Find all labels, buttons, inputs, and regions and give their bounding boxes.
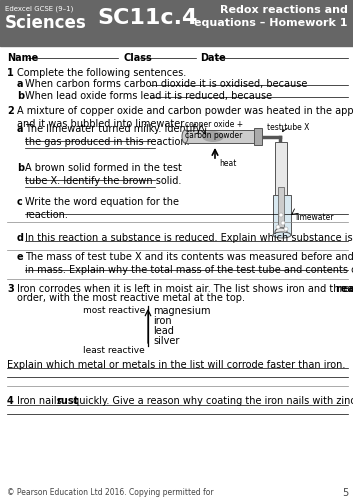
Text: order, with the most reactive metal at the top.: order, with the most reactive metal at t… xyxy=(17,293,245,303)
Text: magnesium: magnesium xyxy=(153,306,210,316)
Text: limewater: limewater xyxy=(295,213,334,222)
Text: © Pearson Education Ltd 2016. Copying permitted for
purchasing institution only.: © Pearson Education Ltd 2016. Copying pe… xyxy=(7,488,246,500)
Text: heat: heat xyxy=(219,159,237,168)
Circle shape xyxy=(281,221,285,225)
Text: b: b xyxy=(17,91,24,101)
Text: 3: 3 xyxy=(7,284,14,294)
Text: Name: Name xyxy=(7,53,38,63)
Text: Sciences: Sciences xyxy=(5,14,87,32)
Text: 4: 4 xyxy=(7,396,14,406)
Bar xyxy=(185,130,255,143)
Text: c: c xyxy=(17,197,23,207)
Text: lead: lead xyxy=(153,326,174,336)
Text: Edexcel GCSE (9–1): Edexcel GCSE (9–1) xyxy=(5,5,73,12)
Text: rust: rust xyxy=(56,396,78,406)
Text: A brown solid formed in the test
tube X. Identify the brown solid.: A brown solid formed in the test tube X.… xyxy=(25,163,182,186)
Ellipse shape xyxy=(275,228,287,236)
Text: Complete the following sentences.: Complete the following sentences. xyxy=(17,68,186,78)
Text: Write the word equation for the
reaction.: Write the word equation for the reaction… xyxy=(25,197,179,220)
Text: test tube X: test tube X xyxy=(267,123,309,132)
Text: quickly. Give a reason why coating the iron nails with zinc prevents the nails f: quickly. Give a reason why coating the i… xyxy=(70,396,353,406)
Bar xyxy=(254,128,262,145)
Text: a: a xyxy=(17,124,24,134)
Text: Explain which metal or metals in the list will corrode faster than iron.: Explain which metal or metals in the lis… xyxy=(7,360,345,370)
Ellipse shape xyxy=(182,130,188,143)
Text: 5: 5 xyxy=(342,488,348,498)
Text: least reactive: least reactive xyxy=(83,346,145,355)
Bar xyxy=(278,187,284,227)
Text: 1: 1 xyxy=(7,68,14,78)
Text: silver: silver xyxy=(153,336,179,346)
Bar xyxy=(275,142,287,232)
Ellipse shape xyxy=(273,232,291,238)
Text: most reactive: most reactive xyxy=(83,306,145,315)
Text: Redox reactions and
equations – Homework 1: Redox reactions and equations – Homework… xyxy=(195,5,348,28)
Text: reactivity series: reactivity series xyxy=(336,284,353,294)
Text: When lead oxide forms lead it is reduced, because: When lead oxide forms lead it is reduced… xyxy=(25,91,272,101)
Text: iron: iron xyxy=(153,316,172,326)
Text: Iron nails: Iron nails xyxy=(17,396,65,406)
Circle shape xyxy=(284,227,288,231)
Text: The limewater turned milky. Identify
the gas produced in this reaction.: The limewater turned milky. Identify the… xyxy=(25,124,201,147)
Text: A mixture of copper oxide and carbon powder was heated in the apparatus shown. A: A mixture of copper oxide and carbon pow… xyxy=(17,106,353,129)
Text: Class: Class xyxy=(123,53,152,63)
Text: Date: Date xyxy=(200,53,226,63)
Circle shape xyxy=(276,225,280,229)
Text: In this reaction a substance is reduced. Explain which substance is reduced.: In this reaction a substance is reduced.… xyxy=(25,233,353,243)
Text: a: a xyxy=(17,79,24,89)
Bar xyxy=(0,0,353,46)
Text: 2: 2 xyxy=(7,106,14,116)
Text: b: b xyxy=(17,163,24,173)
Text: Iron corrodes when it is left in moist air. The list shows iron and three other : Iron corrodes when it is left in moist a… xyxy=(17,284,353,294)
Bar xyxy=(273,195,291,235)
Text: The mass of test tube X and its contents was measured before and after heating. : The mass of test tube X and its contents… xyxy=(25,252,353,275)
Text: e: e xyxy=(17,252,24,262)
Text: copper oxide +
carbon powder: copper oxide + carbon powder xyxy=(185,120,243,140)
Circle shape xyxy=(279,213,283,217)
Ellipse shape xyxy=(202,131,224,142)
Text: SC11c.4: SC11c.4 xyxy=(97,8,197,28)
Text: d: d xyxy=(17,233,24,243)
Text: When carbon forms carbon dioxide it is oxidised, because: When carbon forms carbon dioxide it is o… xyxy=(25,79,307,89)
